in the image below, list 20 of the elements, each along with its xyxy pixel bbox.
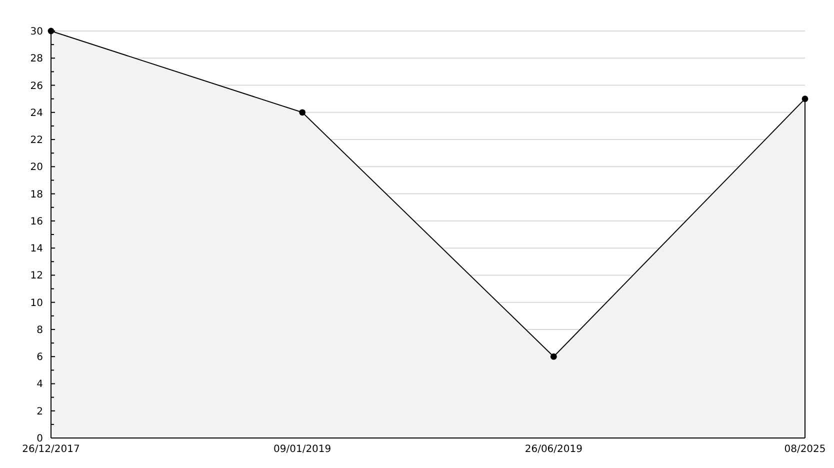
y-tick-label: 8 [36, 324, 43, 336]
y-tick-label: 10 [30, 298, 43, 309]
x-tick-label: 26/06/2019 [524, 444, 582, 455]
y-tick-label: 14 [30, 244, 43, 255]
y-tick-label: 20 [30, 162, 43, 174]
x-tick-label: 09/01/2019 [274, 444, 332, 455]
y-tick-label: 12 [30, 270, 43, 282]
y-tick-label: 6 [36, 352, 43, 364]
x-tick-label: 26/12/2017 [22, 444, 80, 455]
y-tick-label: 24 [30, 108, 43, 119]
y-tick-label: 26 [30, 80, 43, 92]
y-tick-label: 0 [36, 434, 43, 444]
y-tick-label: 2 [36, 406, 43, 418]
y-tick-label: 18 [30, 189, 43, 200]
y-tick-label: 28 [30, 54, 43, 65]
y-tick-label: 4 [36, 379, 43, 390]
y-tick-label: 30 [30, 26, 43, 38]
y-tick-label: 22 [30, 135, 43, 146]
y-tick-label: 16 [30, 216, 43, 228]
x-tick-label: 08/2025 [784, 444, 826, 455]
